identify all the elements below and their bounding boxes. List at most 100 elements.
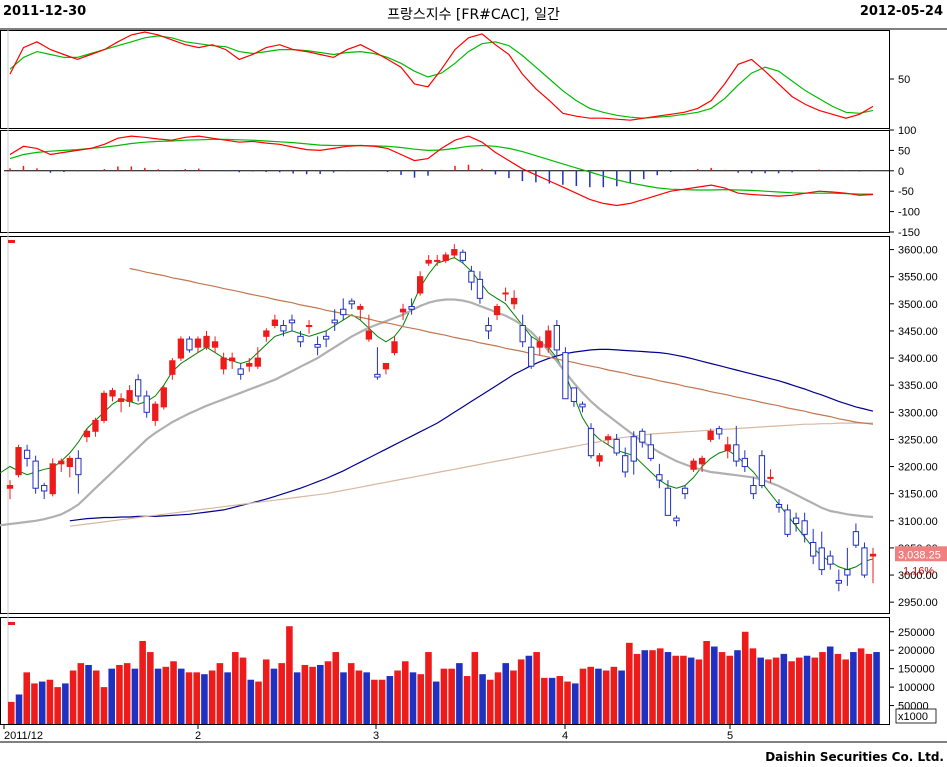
volume-bar (100, 687, 108, 724)
volume-bar (765, 659, 772, 724)
macd-axis-tick-label: 100 (898, 125, 916, 137)
price-axis-tick-label: 3100.00 (898, 516, 938, 528)
volume-bar (162, 666, 170, 724)
candle-body (92, 419, 99, 432)
candle-body (442, 254, 449, 261)
volume-bar (788, 661, 795, 724)
candle-body (186, 338, 193, 351)
macd-axis-tick-label: 50 (898, 145, 910, 157)
volume-bar (255, 681, 262, 724)
volume-bar (618, 670, 625, 724)
volume-bar (201, 674, 208, 724)
candle-body (630, 436, 637, 462)
candle-body (66, 457, 73, 468)
volume-bar (108, 668, 116, 724)
candle-body (476, 278, 484, 299)
candle-body (485, 325, 492, 332)
price-change-label: 1.16% (903, 565, 934, 577)
volume-bar (69, 670, 77, 724)
volume-bar (703, 640, 710, 724)
candle-body (32, 460, 39, 489)
volume-bar (479, 674, 486, 724)
volume-bar (54, 687, 61, 724)
volume-bar (232, 652, 239, 724)
macd-axis-tick-label: -50 (898, 186, 914, 198)
volume-bar (154, 668, 162, 724)
volume-bar (626, 642, 633, 724)
candle-body (254, 357, 261, 367)
volume-bar (834, 653, 842, 724)
volume-bar (873, 652, 880, 724)
price-axis-tick-label: 3450.00 (898, 326, 938, 338)
volume-bar (123, 663, 131, 724)
volume-bar (749, 648, 757, 724)
candle-body (767, 476, 774, 479)
volume-bar (486, 679, 494, 724)
candle-body (562, 352, 569, 400)
stoch-d-line (9, 35, 874, 119)
volume-axis-tick-label: 100000 (898, 682, 935, 694)
stoch-k-line (9, 31, 874, 121)
volume-bar (687, 657, 695, 724)
candle-body (733, 444, 740, 462)
volume-bar (811, 657, 819, 724)
volume-bar (772, 657, 780, 724)
footer-credit: Daishin Securities Co. Ltd. (765, 750, 944, 764)
volume-bar (394, 670, 401, 724)
candle-body (229, 357, 236, 362)
candle-body (194, 338, 202, 348)
volume-bar (293, 672, 301, 724)
volume-bar (803, 655, 811, 724)
candle-body (211, 341, 219, 348)
candle-body (109, 390, 116, 397)
candle-body (41, 485, 48, 492)
candle-body (177, 338, 185, 359)
candle-body (570, 387, 578, 402)
volume-bar (15, 694, 23, 724)
candle-body (707, 430, 714, 440)
volume-bar (239, 657, 247, 724)
candle-body (784, 509, 791, 535)
candle-body (519, 325, 526, 343)
candle-body (801, 520, 808, 535)
candle-body (502, 292, 509, 295)
price-axis-tick-label: 3500.00 (898, 299, 938, 311)
candle-body (758, 455, 766, 487)
candle-body (468, 270, 475, 283)
price-axis-tick-label: 3300.00 (898, 407, 938, 419)
candle-body (126, 390, 133, 402)
volume-bar (842, 659, 849, 724)
x-axis-label: 2 (195, 730, 201, 742)
volume-bar (711, 646, 718, 724)
volume-bar (796, 657, 803, 724)
volume-bar (741, 631, 749, 724)
candle-body (716, 428, 723, 435)
volume-bar (170, 661, 177, 724)
macd-axis-tick-label: 0 (898, 166, 904, 178)
volume-bar (456, 663, 463, 724)
last-price-label: 3,038.25 (898, 549, 941, 561)
panel-frame-vol (0, 617, 890, 725)
candle-body (117, 398, 125, 402)
volume-marker (8, 622, 15, 625)
candle-body (553, 325, 561, 351)
candle-body (852, 531, 860, 546)
volume-bar (301, 664, 309, 724)
volume-bar (517, 659, 525, 724)
price-axis-tick-label: 3200.00 (898, 462, 938, 474)
volume-bar (208, 670, 216, 724)
candle-body (622, 455, 629, 473)
volume-bar (510, 670, 517, 724)
price-marker (8, 240, 15, 243)
candle-body (220, 357, 227, 370)
volume-bar (432, 681, 440, 724)
candle-body (741, 457, 748, 468)
candle-body (365, 330, 373, 340)
candle-body (58, 460, 65, 465)
volume-bar (309, 666, 316, 724)
volume-bar (62, 683, 69, 724)
candle-body (280, 325, 287, 332)
candle-body (861, 547, 868, 576)
volume-bar (46, 679, 54, 724)
